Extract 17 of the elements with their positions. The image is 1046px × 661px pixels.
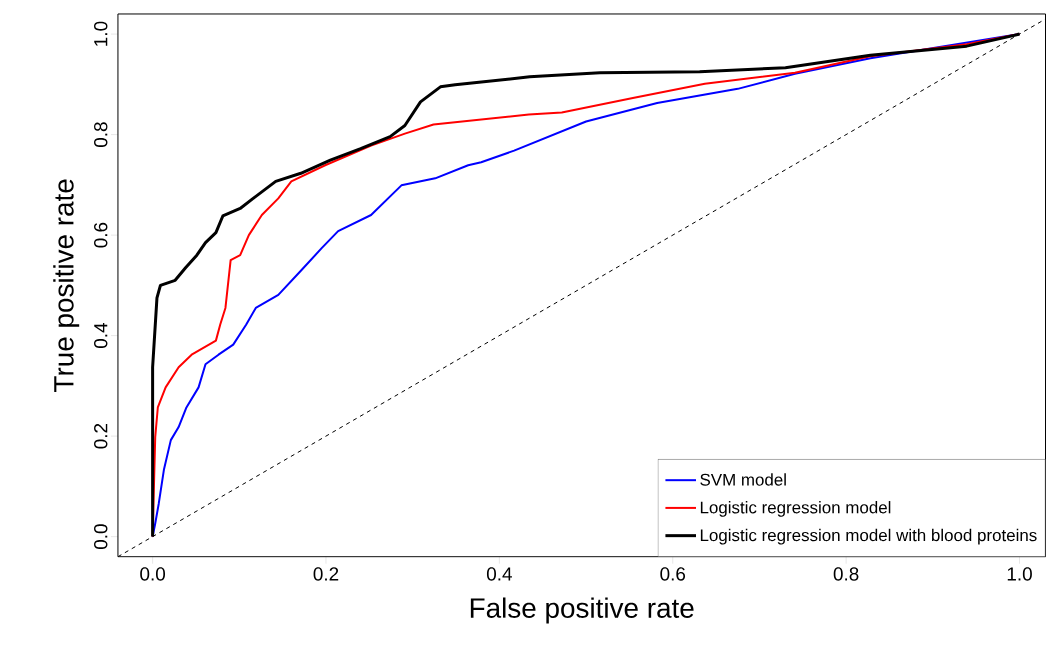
y-tick-label: 0.2 (94, 424, 108, 449)
y-tick-label: 0.8 (94, 122, 108, 148)
x-tick-label: 0.8 (833, 567, 859, 581)
y-tick-label: 0.0 (94, 524, 108, 550)
y-tick-label: 0.4 (94, 323, 108, 349)
x-tick-label: 0.0 (140, 567, 166, 581)
x-tick-label: 0.2 (313, 567, 339, 581)
y-tick-label: 0.6 (94, 222, 108, 248)
x-tick-label: 1.0 (1007, 567, 1032, 581)
x-tick-label: 0.6 (660, 567, 686, 581)
legend-label: Logistic regression model (700, 501, 891, 517)
legend-label: SVM model (700, 473, 786, 486)
x-axis-title: False positive rate (470, 597, 694, 624)
y-tick-label: 1.0 (94, 21, 108, 46)
legend-label: Logistic regression model with blood proteins (700, 528, 1037, 545)
x-tick-label: 0.4 (486, 567, 512, 581)
y-axis-title: True positive rate (53, 179, 80, 393)
